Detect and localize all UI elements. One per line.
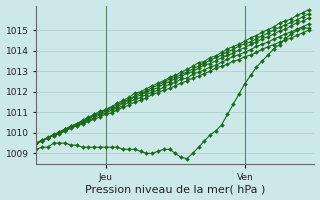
X-axis label: Pression niveau de la mer( hPa ): Pression niveau de la mer( hPa ) [85,184,266,194]
